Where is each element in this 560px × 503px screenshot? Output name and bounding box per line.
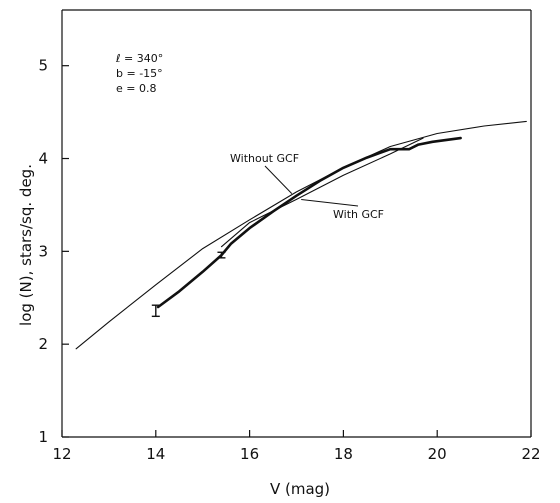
y-tick-label: 5 (38, 57, 48, 75)
series-observed-line (156, 136, 462, 309)
annotation-layer (264, 165, 359, 207)
error-bar (151, 304, 160, 318)
x-tick-label: 16 (240, 445, 259, 463)
param-latitude: b = -15° (116, 67, 163, 80)
y-axis-label: log (N), stars/sq. deg. (17, 164, 35, 326)
series-layer (75, 120, 527, 350)
y-tick-label: 2 (38, 335, 48, 353)
label-with-gcf: With GCF (333, 208, 384, 221)
label-without-gcf: Without GCF (230, 152, 299, 165)
y-tick-label: 3 (38, 242, 48, 260)
error-bar (217, 251, 226, 259)
leader-with-gcf (301, 199, 359, 207)
x-tick-label: 12 (52, 445, 71, 463)
x-tick-label: 14 (146, 445, 165, 463)
x-tick-label: 22 (521, 445, 540, 463)
y-tick-label: 4 (38, 150, 48, 168)
leader-without-gcf (264, 165, 293, 195)
x-axis-label: V (mag) (270, 480, 330, 498)
param-extinction: e = 0.8 (116, 82, 156, 95)
x-tick-label: 18 (334, 445, 353, 463)
series-with-gcf-line (220, 137, 424, 248)
param-longitude: ℓ = 340° (115, 52, 163, 65)
errorbar-layer (151, 251, 226, 318)
plot-frame (61, 9, 532, 438)
y-tick-label: 1 (38, 428, 48, 446)
x-tick-label: 20 (428, 445, 447, 463)
parameter-box: ℓ = 340° b = -15° e = 0.8 (115, 52, 163, 95)
series-without-gcf-line (75, 120, 527, 350)
